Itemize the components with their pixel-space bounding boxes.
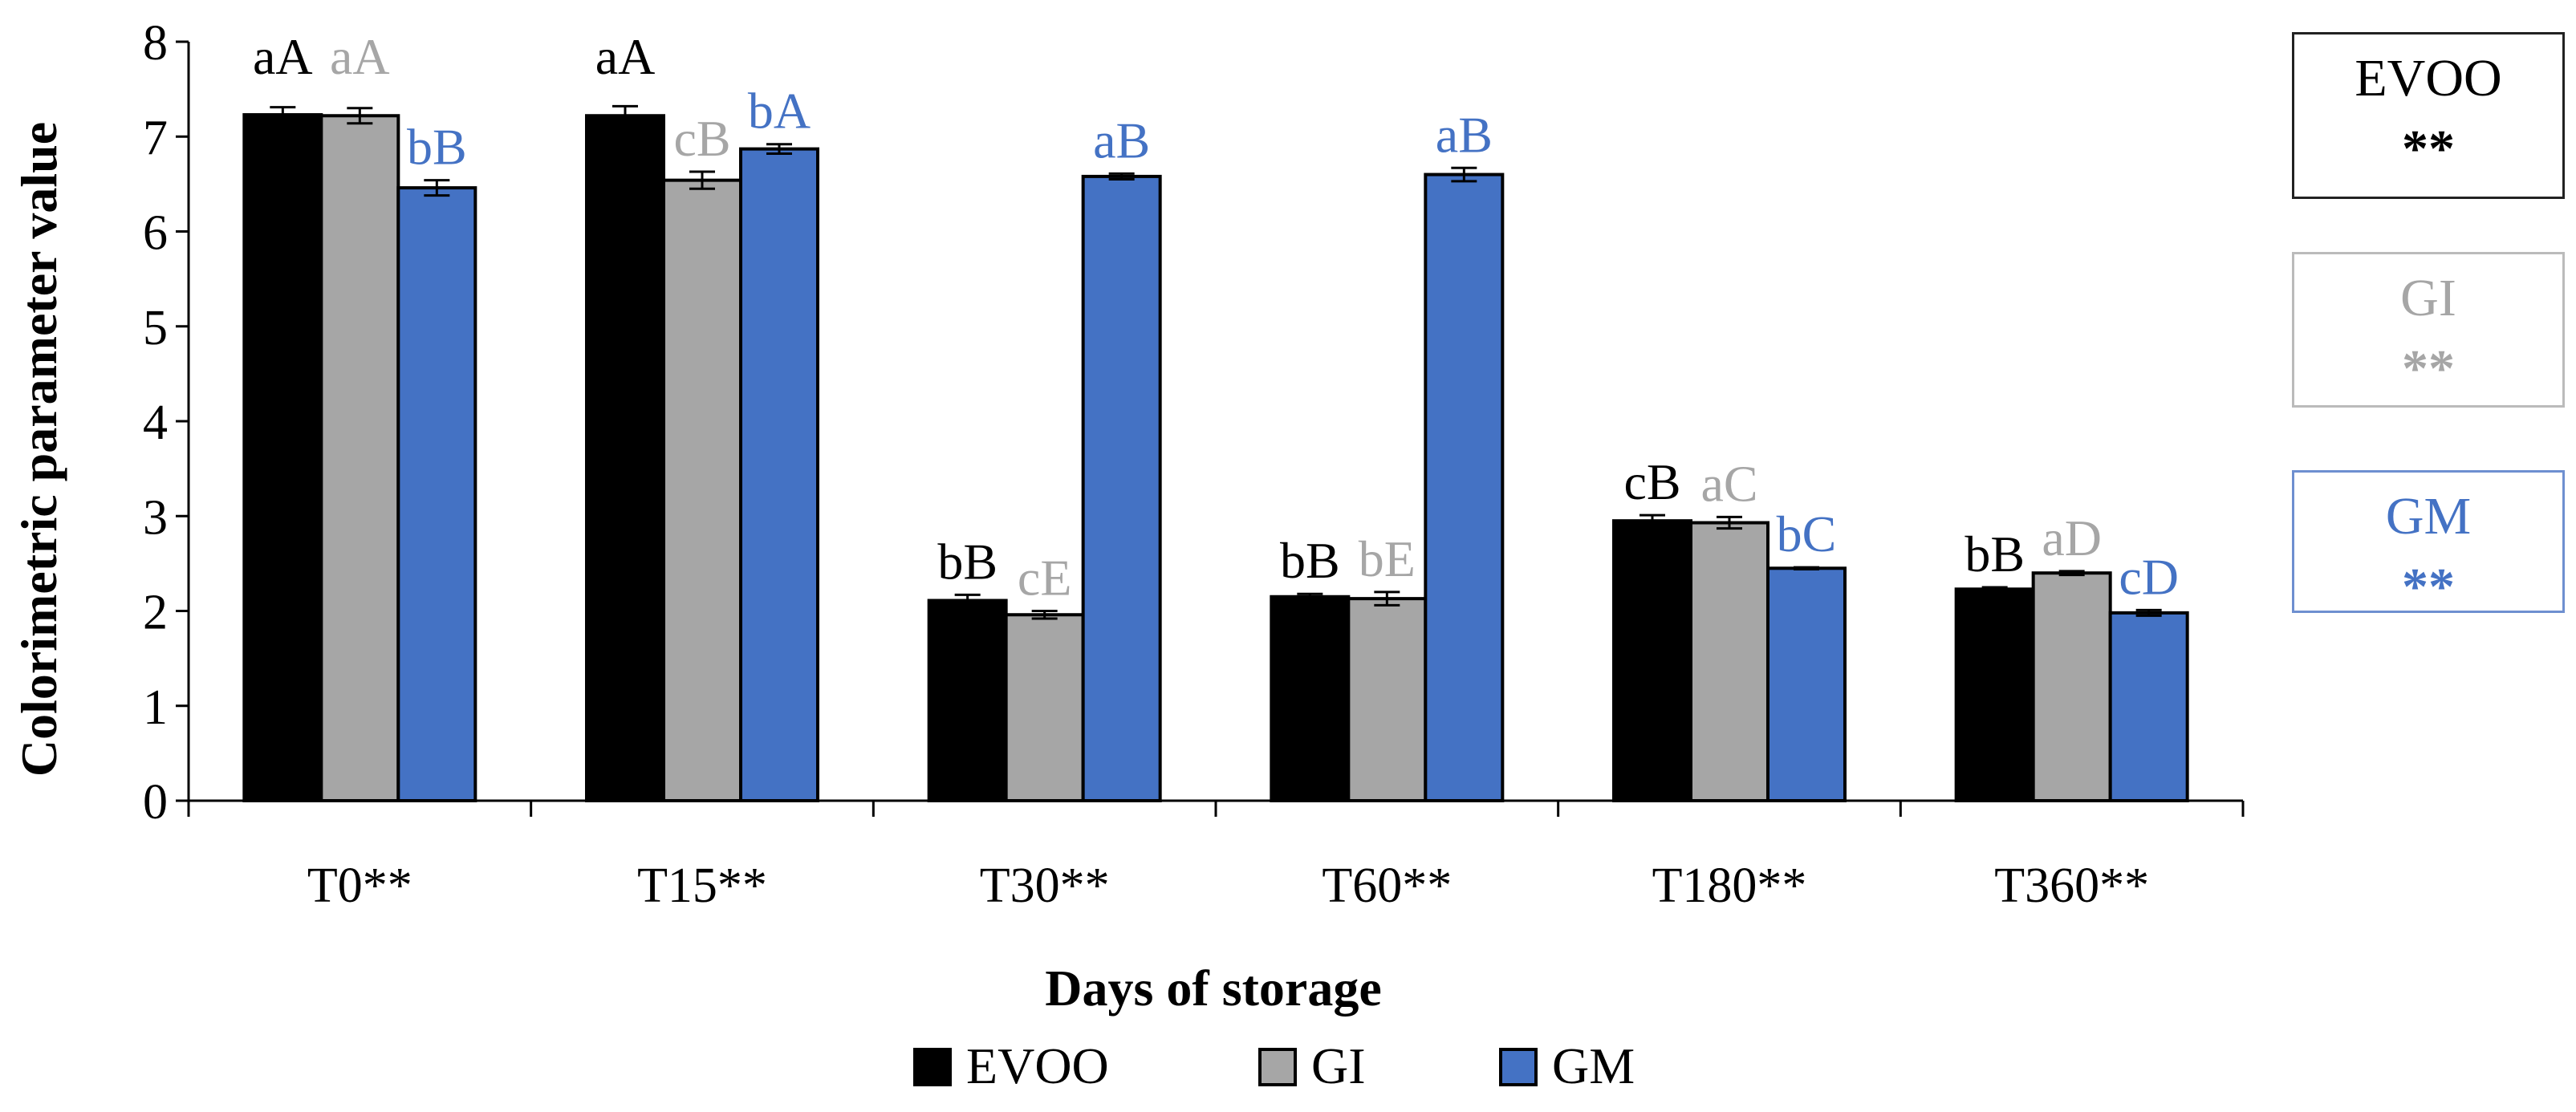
data-label: aD bbox=[2042, 509, 2102, 566]
significance-box-label: EVOO bbox=[2355, 49, 2502, 108]
bar-gi bbox=[319, 114, 400, 803]
significance-box-gi: GI ** bbox=[2292, 252, 2565, 408]
data-label: aA bbox=[330, 28, 390, 85]
y-tick-label: 5 bbox=[143, 301, 168, 355]
data-label: bE bbox=[1359, 530, 1416, 587]
bar-evoo bbox=[1270, 595, 1351, 803]
data-label: bA bbox=[748, 83, 811, 140]
data-label: aA bbox=[595, 28, 656, 85]
bar-gi bbox=[1004, 613, 1085, 802]
data-label: bB bbox=[1280, 532, 1340, 589]
x-tick-label: T0** bbox=[307, 858, 412, 913]
x-tick-label: T60** bbox=[1322, 858, 1452, 913]
significance-box-stars: ** bbox=[2402, 120, 2455, 178]
legend-swatch-gi bbox=[1258, 1048, 1297, 1086]
data-label: aB bbox=[1093, 112, 1150, 168]
bar-gi bbox=[1347, 597, 1428, 802]
data-label: aA bbox=[253, 28, 313, 85]
x-tick-label: T180** bbox=[1652, 858, 1807, 913]
legend-label: EVOO bbox=[966, 1037, 1109, 1094]
significance-box-gm: GM ** bbox=[2292, 470, 2565, 616]
bar-evoo bbox=[242, 113, 323, 803]
bar-gi bbox=[2031, 571, 2112, 802]
legend-swatch-gm bbox=[1499, 1048, 1538, 1086]
legend-label: GI bbox=[1311, 1037, 1366, 1094]
legend-label: GM bbox=[1552, 1037, 1635, 1094]
significance-box-label: GM bbox=[2385, 487, 2472, 546]
bar-gm bbox=[1424, 172, 1505, 803]
legend: EVOO GI GM bbox=[913, 1037, 1635, 1094]
bar-gm bbox=[1766, 566, 1847, 802]
bar-evoo bbox=[927, 599, 1008, 802]
y-tick-label: 8 bbox=[143, 16, 168, 71]
y-tick-label: 4 bbox=[143, 396, 168, 450]
bar-evoo bbox=[1612, 519, 1692, 802]
data-label: bB bbox=[407, 119, 467, 176]
x-tick-label: T15** bbox=[637, 858, 767, 913]
x-tick-label: T360** bbox=[1994, 858, 2149, 913]
bar-evoo bbox=[585, 114, 665, 803]
data-label: bC bbox=[1777, 505, 1837, 562]
y-tick-label: 7 bbox=[143, 111, 168, 165]
significance-box-stars: ** bbox=[2402, 558, 2455, 616]
bar-gi bbox=[1689, 521, 1769, 803]
data-label: cB bbox=[1623, 453, 1680, 510]
x-tick-label: T30** bbox=[980, 858, 1110, 913]
data-label: bB bbox=[1965, 526, 2025, 582]
significance-box-stars: ** bbox=[2402, 339, 2455, 398]
data-label: aB bbox=[1436, 106, 1493, 163]
y-tick-label: 6 bbox=[143, 206, 168, 261]
y-tick-label: 2 bbox=[143, 586, 168, 640]
significance-box-label: GI bbox=[2400, 269, 2456, 327]
y-axis-title: Colorimetric parameter value bbox=[10, 122, 67, 777]
data-label: cE bbox=[1018, 550, 1072, 607]
y-tick-label: 0 bbox=[143, 775, 168, 830]
legend-swatch-evoo bbox=[913, 1048, 952, 1086]
data-label: cD bbox=[2119, 548, 2179, 605]
bar-gm bbox=[739, 147, 819, 802]
x-axis-title: Days of storage bbox=[1045, 960, 1381, 1017]
data-label: bB bbox=[937, 533, 997, 590]
y-tick-label: 3 bbox=[143, 490, 168, 545]
bar-gi bbox=[662, 178, 742, 802]
data-label: aC bbox=[1700, 455, 1757, 512]
y-tick-label: 1 bbox=[143, 680, 168, 735]
significance-box-evoo: EVOO ** bbox=[2292, 32, 2565, 199]
bar-gm bbox=[1081, 174, 1162, 803]
bar-gm bbox=[2108, 611, 2189, 802]
data-label: cB bbox=[673, 110, 730, 167]
bar-evoo bbox=[1954, 587, 2035, 802]
bar-gm bbox=[396, 186, 477, 803]
